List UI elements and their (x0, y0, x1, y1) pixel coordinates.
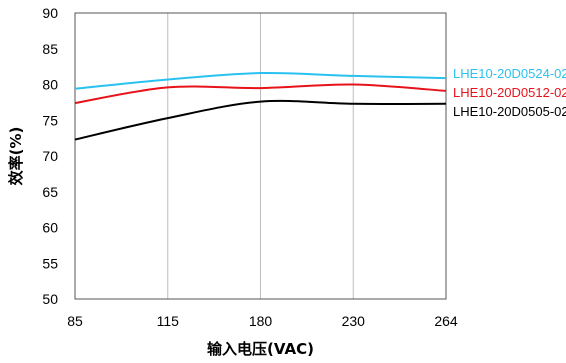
y-tick-label: 80 (42, 77, 58, 93)
y-tick-label: 65 (42, 184, 58, 200)
x-tick-label: 115 (157, 313, 180, 329)
y-tick-label: 70 (42, 148, 58, 164)
series-line-2 (74, 83, 447, 105)
x-tick-labels: 85 115 180 230 264 (67, 313, 458, 329)
y-tick-label: 75 (42, 112, 58, 128)
y-axis-title: 效率(%) (7, 127, 25, 186)
y-tick-label: 85 (42, 41, 58, 57)
x-tick-label: 180 (249, 313, 273, 329)
legend-label-3: LHE10-20D0505-02 (453, 104, 566, 119)
x-tick-label: 264 (434, 313, 458, 329)
legend-label-1: LHE10-20D0524-02 (453, 66, 566, 81)
y-tick-label: 55 (42, 255, 58, 271)
plot-frame (74, 12, 447, 300)
series-lines (74, 71, 447, 141)
y-tick-labels: 50 55 60 65 70 75 80 85 90 (42, 5, 58, 307)
series-line-1 (74, 71, 447, 90)
legend: LHE10-20D0524-02 LHE10-20D0512-02 LHE10-20… (453, 66, 566, 119)
y-tick-label: 60 (42, 220, 58, 236)
x-tick-label: 230 (342, 313, 366, 329)
x-tick-label: 85 (67, 313, 83, 329)
y-tick-label: 50 (42, 291, 58, 307)
legend-label-2: LHE10-20D0512-02 (453, 85, 566, 100)
x-axis-title: 输入电压(VAC) (207, 340, 314, 358)
y-tick-label: 90 (42, 5, 58, 21)
grid-lines (167, 13, 354, 299)
series-line-3 (74, 99, 447, 141)
